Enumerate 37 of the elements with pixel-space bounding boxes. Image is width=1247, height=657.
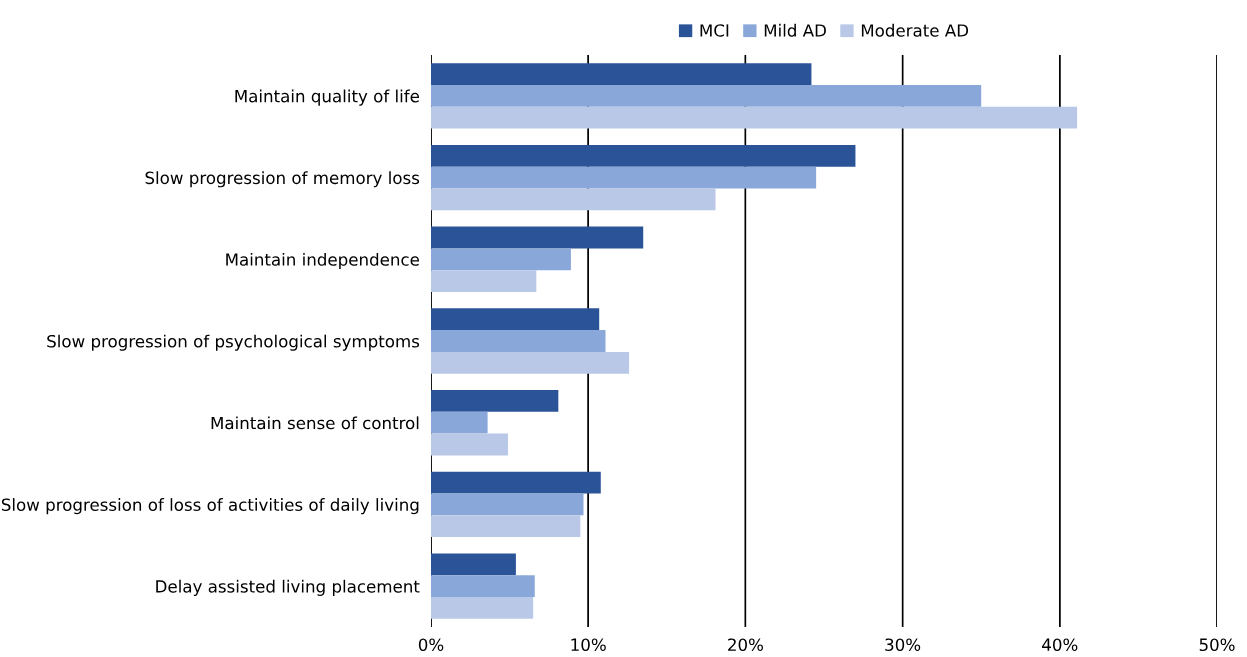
- bar: [431, 471, 601, 494]
- x-tick-label: 20%: [728, 638, 763, 652]
- bar: [431, 553, 516, 576]
- bar: [431, 351, 630, 374]
- y-tick-label: Maintain sense of control: [211, 416, 419, 430]
- bar: [431, 166, 817, 189]
- legend-label: MCI: [700, 24, 729, 37]
- bar: [431, 597, 534, 619]
- x-tick-label: 40%: [1042, 638, 1078, 652]
- bar: [431, 63, 812, 85]
- bar: [431, 411, 488, 434]
- bar: [431, 248, 571, 271]
- y-tick-label: Maintain independence: [226, 252, 419, 270]
- bar: [431, 433, 509, 456]
- y-tick-label: Slow progression of memory loss: [145, 171, 420, 188]
- bar: [431, 308, 600, 331]
- bar: [431, 493, 584, 516]
- bar: [431, 84, 982, 107]
- bar: [431, 515, 581, 538]
- y-tick-label: Delay assisted living placement: [156, 579, 420, 596]
- bar: [431, 106, 1078, 129]
- x-tick-label: 0%: [418, 638, 444, 652]
- y-tick-label: Maintain quality of life: [235, 89, 420, 106]
- bar: [431, 575, 535, 598]
- x-tick-label: 50%: [1199, 638, 1235, 652]
- legend-label: Mild AD: [764, 23, 826, 37]
- y-tick-label: Slow progression of psychological symptoms: [47, 334, 420, 351]
- bar: [431, 144, 856, 167]
- legend-label: Moderate AD: [861, 23, 969, 37]
- bar: [431, 188, 716, 211]
- x-tick-label: 10%: [571, 638, 606, 652]
- bar: [431, 226, 644, 249]
- bar: [431, 270, 537, 292]
- bar: [431, 390, 559, 412]
- bar: [431, 330, 606, 352]
- y-tick-label: Slow progression of loss of activities of daily living: [1, 498, 419, 515]
- x-tick-label: 30%: [885, 638, 921, 652]
